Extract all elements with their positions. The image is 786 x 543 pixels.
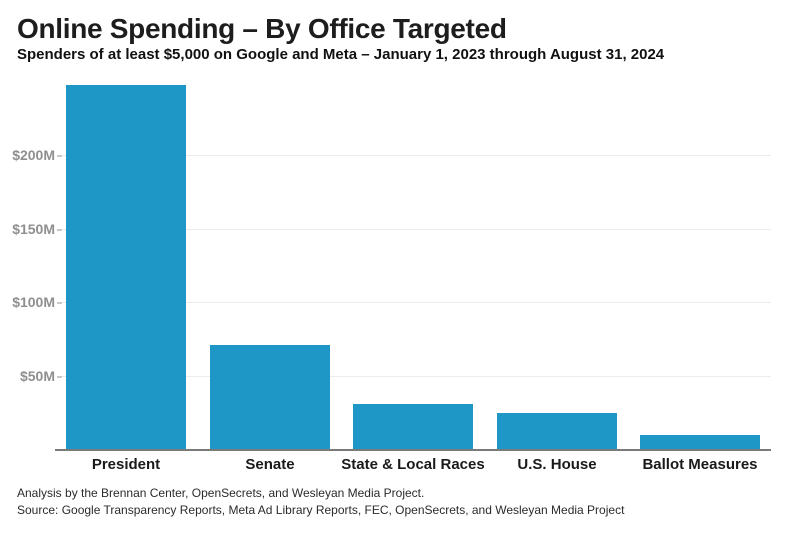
gridline-200m xyxy=(57,155,771,156)
bar-president xyxy=(66,85,186,450)
x-axis-category-label-state-local-races: State & Local Races xyxy=(341,456,485,473)
gridline-50m xyxy=(57,376,771,377)
y-axis-tick-mark xyxy=(57,376,62,378)
bar-state-local-races xyxy=(353,404,473,450)
gridline-150m xyxy=(57,229,771,230)
footer-analysis-note: Analysis by the Brennan Center, OpenSecr… xyxy=(17,486,425,500)
y-axis-tick-mark xyxy=(57,155,62,157)
x-axis-category-label-president: President xyxy=(91,456,161,473)
y-axis-tick-mark xyxy=(57,302,62,304)
footer-source-note: Source: Google Transparency Reports, Met… xyxy=(17,503,625,517)
x-axis-category-label-u-s-house: U.S. House xyxy=(517,456,597,473)
x-axis-category-label-senate: Senate xyxy=(245,456,295,473)
bar-u-s-house xyxy=(497,413,617,450)
x-axis-line xyxy=(55,449,771,451)
y-axis-tick-label: $50M xyxy=(19,368,55,384)
y-axis-tick-mark xyxy=(57,229,62,231)
x-axis-category-label-ballot-measures: Ballot Measures xyxy=(642,456,758,473)
bar-ballot-measures xyxy=(640,435,760,450)
y-axis-tick-label: $150M xyxy=(12,221,55,237)
bar-senate xyxy=(210,345,330,450)
y-axis-tick-label: $100M xyxy=(12,294,55,310)
chart-title: Online Spending – By Office Targeted xyxy=(17,13,507,44)
chart-subtitle: Spenders of at least $5,000 on Google an… xyxy=(17,46,665,63)
y-axis-tick-label: $200M xyxy=(12,147,55,163)
gridline-100m xyxy=(57,302,771,303)
